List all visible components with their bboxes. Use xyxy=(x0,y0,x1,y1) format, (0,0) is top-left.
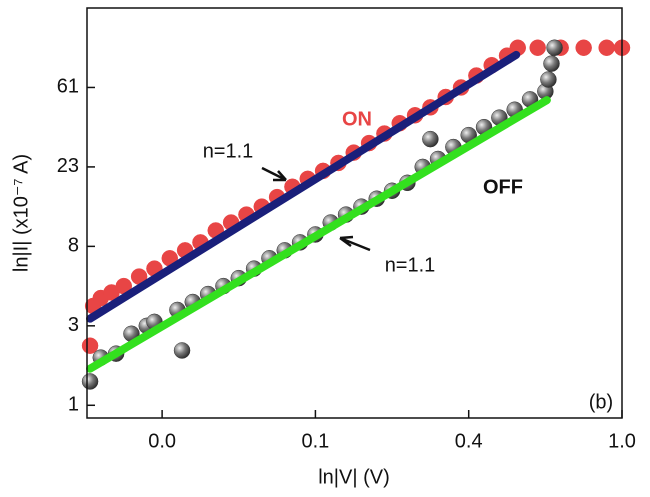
fit-line xyxy=(86,96,551,373)
point xyxy=(546,39,563,56)
point xyxy=(81,337,99,354)
annotation: n=1.1 xyxy=(203,140,254,162)
y-tick-label: 23 xyxy=(57,155,79,177)
point xyxy=(81,373,99,390)
y-tick-label: 3 xyxy=(68,314,79,336)
series-label: OFF xyxy=(483,176,523,198)
point xyxy=(540,71,557,88)
y-tick-label: 8 xyxy=(68,235,79,257)
annotation: n=1.1 xyxy=(385,254,436,276)
point xyxy=(529,39,546,56)
arrow xyxy=(339,235,371,252)
fit-line xyxy=(86,50,521,323)
arrow xyxy=(261,166,287,182)
series-label: ON xyxy=(342,108,372,130)
y-tick-label: 1 xyxy=(68,394,79,416)
plot-area xyxy=(81,39,631,390)
point xyxy=(575,39,592,56)
x-tick-label: 0.4 xyxy=(455,430,483,452)
x-tick-label: 1.0 xyxy=(608,430,636,452)
annotation: (b) xyxy=(589,391,613,413)
x-tick-label: 0.0 xyxy=(148,430,176,452)
y-tick-label: 61 xyxy=(57,76,79,98)
x-axis-label: ln|V| (V) xyxy=(318,466,390,488)
y-axis-label: ln|I| (x10⁻⁷ A) xyxy=(10,154,32,272)
point xyxy=(598,39,615,56)
point xyxy=(543,55,560,72)
plot-frame xyxy=(86,7,623,419)
x-tick-label: 0.1 xyxy=(302,430,330,452)
point xyxy=(173,342,191,359)
point xyxy=(422,130,439,148)
